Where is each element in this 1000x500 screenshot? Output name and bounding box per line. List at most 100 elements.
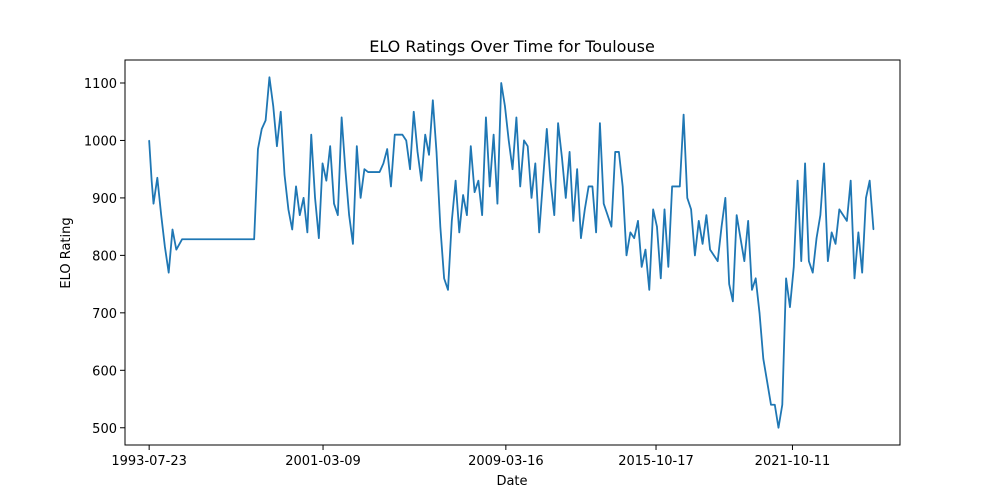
data-point [160, 214, 162, 216]
data-point [641, 266, 643, 268]
data-point [557, 122, 559, 124]
data-point [416, 151, 419, 153]
data-point [610, 226, 613, 228]
data-point [493, 134, 495, 136]
data-point [435, 151, 438, 153]
data-point [584, 208, 586, 210]
y-tick-label: 1000 [84, 134, 117, 149]
data-point [614, 151, 616, 153]
data-point [152, 203, 155, 205]
data-point [401, 134, 404, 136]
axis-ticks: 1993-07-23 2001-03-09 2009-03-16 2015-10-17… [84, 77, 830, 469]
data-point [618, 151, 620, 153]
data-point [751, 289, 753, 291]
data-point [770, 404, 772, 406]
data-point [481, 214, 483, 216]
data-point [603, 203, 605, 205]
data-point [694, 254, 696, 256]
data-point [683, 113, 685, 116]
x-tick-label: 2015-10-17 [618, 454, 694, 469]
data-point [766, 381, 768, 383]
data-point [827, 260, 829, 262]
data-point [576, 168, 578, 170]
data-point [728, 283, 730, 285]
data-point [831, 231, 833, 233]
data-point [386, 148, 388, 150]
data-point [458, 231, 460, 233]
data-point [565, 197, 567, 199]
data-point [819, 214, 821, 216]
data-point [272, 105, 274, 107]
data-point [530, 197, 533, 199]
data-point [713, 254, 715, 256]
data-point [774, 404, 776, 406]
y-tick-label: 1100 [84, 77, 117, 92]
data-point [511, 168, 514, 170]
data-point [413, 111, 415, 113]
y-tick-label: 600 [92, 364, 117, 379]
data-point [318, 237, 320, 239]
data-point [420, 180, 422, 182]
data-point [663, 208, 666, 210]
data-point [268, 76, 271, 78]
data-point [717, 260, 719, 262]
data-point [473, 191, 476, 193]
data-point [667, 266, 669, 268]
data-point [679, 185, 681, 188]
data-point [375, 171, 377, 173]
data-point [698, 220, 700, 222]
data-point [378, 171, 381, 173]
data-point [164, 246, 166, 248]
data-point [156, 177, 158, 179]
data-point [800, 260, 802, 262]
data-point [348, 214, 350, 216]
x-tick-label: 2009-03-16 [468, 454, 544, 469]
data-point [523, 139, 525, 142]
data-point [175, 249, 177, 251]
data-point [371, 171, 373, 173]
data-point [701, 243, 704, 245]
data-point [329, 145, 331, 147]
data-point [291, 228, 293, 231]
data-point [865, 197, 867, 199]
data-point [842, 214, 844, 216]
data-point [432, 99, 434, 101]
data-point [648, 289, 650, 291]
data-point [321, 162, 324, 165]
data-point [283, 174, 286, 176]
data-point [777, 427, 780, 429]
data-point [758, 312, 761, 314]
data-point [352, 243, 354, 245]
data-point [168, 272, 170, 274]
data-point [660, 277, 662, 279]
data-point [625, 254, 628, 256]
data-point [861, 272, 863, 274]
data-point [606, 214, 609, 216]
data-point [834, 243, 837, 245]
data-point [857, 231, 859, 233]
data-point [470, 145, 472, 147]
data-point [534, 162, 536, 165]
plot-frame [124, 59, 901, 446]
data-point [846, 220, 848, 222]
y-axis-label: ELO Rating [59, 217, 74, 288]
data-point [850, 180, 852, 182]
data-point [823, 162, 825, 165]
data-point [397, 134, 400, 136]
data-point [739, 237, 742, 239]
data-point [504, 105, 506, 107]
data-point [405, 139, 407, 142]
data-point [671, 185, 673, 188]
data-point [527, 145, 529, 147]
data-point [743, 260, 745, 262]
data-point [705, 214, 707, 216]
data-point [546, 128, 548, 130]
data-point [686, 197, 688, 199]
data-point [424, 134, 426, 136]
data-point [360, 197, 362, 199]
data-point [356, 145, 358, 147]
data-point [656, 226, 658, 228]
data-point [496, 203, 499, 205]
data-point [853, 277, 856, 279]
